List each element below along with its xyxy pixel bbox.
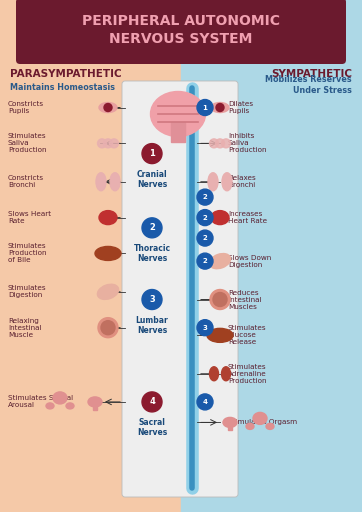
Text: Inhibits
Saliva
Production: Inhibits Saliva Production xyxy=(228,133,266,154)
Text: Slows Down
Digestion: Slows Down Digestion xyxy=(228,254,271,268)
Ellipse shape xyxy=(266,423,274,430)
Text: Stimulates
Saliva
Production: Stimulates Saliva Production xyxy=(8,133,47,154)
Circle shape xyxy=(142,392,162,412)
Ellipse shape xyxy=(46,403,54,409)
Text: Stimulates
Adrenaline
Production: Stimulates Adrenaline Production xyxy=(228,364,267,384)
Circle shape xyxy=(109,139,118,148)
Ellipse shape xyxy=(151,92,206,137)
Circle shape xyxy=(104,139,113,148)
Circle shape xyxy=(197,394,213,410)
Ellipse shape xyxy=(95,246,121,261)
Text: Stimulates Sexual
Arousal: Stimulates Sexual Arousal xyxy=(8,395,73,409)
Ellipse shape xyxy=(96,173,106,191)
Circle shape xyxy=(216,103,224,112)
Ellipse shape xyxy=(207,328,233,343)
Ellipse shape xyxy=(213,292,227,307)
Circle shape xyxy=(222,139,231,148)
Text: 3: 3 xyxy=(149,295,155,304)
Circle shape xyxy=(197,230,213,246)
Text: Slows Heart
Rate: Slows Heart Rate xyxy=(8,211,51,224)
Ellipse shape xyxy=(253,412,267,424)
Circle shape xyxy=(97,139,106,148)
Bar xyxy=(171,122,185,142)
Bar xyxy=(0,0,181,512)
Circle shape xyxy=(142,143,162,164)
Text: PARASYMPATHETIC: PARASYMPATHETIC xyxy=(10,69,122,79)
Circle shape xyxy=(104,103,112,112)
Circle shape xyxy=(197,189,213,205)
Ellipse shape xyxy=(98,317,118,338)
Ellipse shape xyxy=(209,253,231,269)
Circle shape xyxy=(210,139,219,148)
Ellipse shape xyxy=(222,367,231,381)
Circle shape xyxy=(197,209,213,226)
Text: Increases
Heart Rate: Increases Heart Rate xyxy=(228,211,267,224)
Text: 2: 2 xyxy=(203,235,207,241)
Text: 1: 1 xyxy=(203,104,207,111)
Text: 3: 3 xyxy=(203,325,207,331)
Text: Stimulates
Glucose
Release: Stimulates Glucose Release xyxy=(228,325,267,346)
Circle shape xyxy=(142,289,162,310)
Text: Relaxes
Bronchi: Relaxes Bronchi xyxy=(228,175,256,188)
Text: Sacral
Nerves: Sacral Nerves xyxy=(137,418,167,437)
Text: SYMPATHETIC: SYMPATHETIC xyxy=(271,69,352,79)
Bar xyxy=(181,0,362,512)
Ellipse shape xyxy=(246,423,254,430)
Circle shape xyxy=(197,99,213,116)
Ellipse shape xyxy=(208,173,218,191)
Circle shape xyxy=(142,218,162,238)
Text: 2: 2 xyxy=(203,194,207,200)
Ellipse shape xyxy=(101,321,115,335)
Ellipse shape xyxy=(97,284,119,300)
Text: Maintains Homeostasis: Maintains Homeostasis xyxy=(10,82,115,92)
Ellipse shape xyxy=(53,392,67,404)
Text: 4: 4 xyxy=(149,397,155,407)
Text: Reduces
Intestinal
Muscles: Reduces Intestinal Muscles xyxy=(228,289,261,310)
Circle shape xyxy=(197,319,213,336)
Bar xyxy=(228,422,232,431)
Ellipse shape xyxy=(223,417,237,428)
Ellipse shape xyxy=(99,210,117,225)
Text: Lumbar
Nerves: Lumbar Nerves xyxy=(136,315,168,335)
Text: Relaxing
Intestinal
Muscle: Relaxing Intestinal Muscle xyxy=(8,317,42,338)
FancyBboxPatch shape xyxy=(16,0,346,64)
Text: 1: 1 xyxy=(149,149,155,158)
Text: PERIPHERAL AUTONOMIC
NERVOUS SYSTEM: PERIPHERAL AUTONOMIC NERVOUS SYSTEM xyxy=(82,14,280,46)
Text: 2: 2 xyxy=(203,215,207,221)
Text: Thoracic
Nerves: Thoracic Nerves xyxy=(134,244,171,263)
Text: Stimulates
Production
of Bile: Stimulates Production of Bile xyxy=(8,243,47,264)
Ellipse shape xyxy=(211,102,229,113)
Text: 2: 2 xyxy=(203,258,207,264)
Text: Constricts
Pupils: Constricts Pupils xyxy=(8,101,44,114)
Circle shape xyxy=(197,253,213,269)
Text: Cranial
Nerves: Cranial Nerves xyxy=(137,169,167,189)
Text: Stimulates
Digestion: Stimulates Digestion xyxy=(8,285,47,298)
Ellipse shape xyxy=(66,403,74,409)
Ellipse shape xyxy=(210,367,219,381)
Circle shape xyxy=(215,139,224,148)
Text: Stimulates Orgasm: Stimulates Orgasm xyxy=(228,419,297,425)
Ellipse shape xyxy=(88,397,102,407)
Text: 4: 4 xyxy=(202,399,207,405)
FancyBboxPatch shape xyxy=(122,81,238,497)
Ellipse shape xyxy=(99,102,117,113)
Ellipse shape xyxy=(110,173,120,191)
Text: 2: 2 xyxy=(149,223,155,232)
Text: Dilates
Pupils: Dilates Pupils xyxy=(228,101,253,114)
Bar xyxy=(93,402,97,410)
Ellipse shape xyxy=(211,210,229,225)
Text: Constricts
Bronchi: Constricts Bronchi xyxy=(8,175,44,188)
Text: Mobilizes Reserves
Under Stress: Mobilizes Reserves Under Stress xyxy=(265,75,352,95)
Ellipse shape xyxy=(222,173,232,191)
Ellipse shape xyxy=(210,289,230,310)
